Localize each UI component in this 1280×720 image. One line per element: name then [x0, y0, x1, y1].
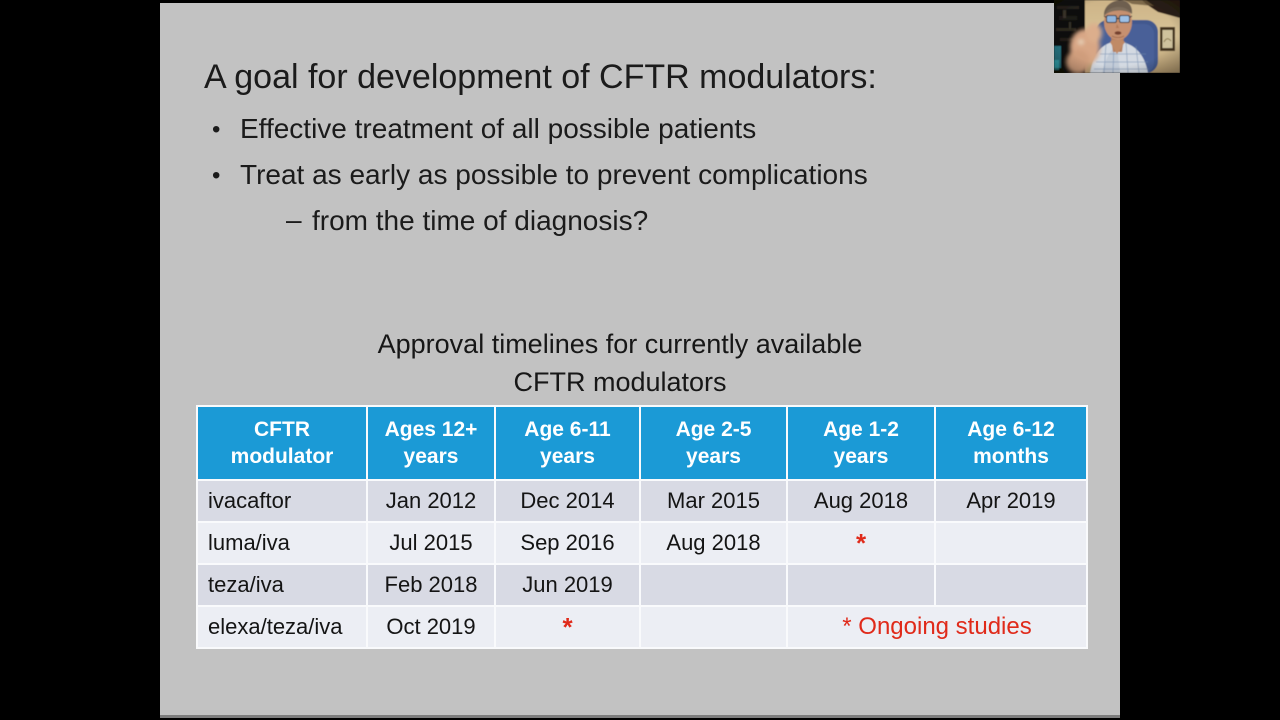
drug-name-cell: ivacaftor — [196, 479, 368, 523]
ongoing-study-asterisk: * — [494, 605, 641, 649]
header-age-1-2: Age 1-2 years — [786, 405, 936, 481]
approval-date-cell — [639, 563, 788, 607]
bullet-marker: • — [212, 162, 221, 189]
ongoing-study-asterisk: * — [786, 521, 936, 565]
bullet-marker: • — [212, 116, 221, 143]
approval-timeline-table: CFTR modulator Ages 12+ years Age 6-11 y… — [196, 405, 1088, 649]
presentation-slide: A goal for development of CFTR modulator… — [160, 3, 1120, 718]
table-header-row: CFTR modulator Ages 12+ years Age 6-11 y… — [196, 405, 1088, 481]
approval-date-cell: Apr 2019 — [934, 479, 1088, 523]
sub-bullet-item: – from the time of diagnosis? — [286, 205, 648, 237]
drug-name-cell: teza/iva — [196, 563, 368, 607]
approval-date-cell: Mar 2015 — [639, 479, 788, 523]
approval-date-cell — [786, 563, 936, 607]
drug-name-cell: elexa/teza/iva — [196, 605, 368, 649]
table-title-line2: CFTR modulators — [513, 367, 727, 397]
header-cftr-modulator: CFTR modulator — [196, 405, 368, 481]
approval-date-cell — [639, 605, 788, 649]
drug-name-cell: luma/iva — [196, 521, 368, 565]
slide-title: A goal for development of CFTR modulator… — [204, 58, 877, 96]
header-age-2-5: Age 2-5 years — [639, 405, 788, 481]
approval-date-cell: Dec 2014 — [494, 479, 641, 523]
table-row-luma-iva: luma/iva Jul 2015 Sep 2016 Aug 2018 * — [196, 521, 1088, 565]
header-ages-12plus: Ages 12+ years — [366, 405, 496, 481]
approval-date-cell — [934, 521, 1088, 565]
approval-date-cell: Feb 2018 — [366, 563, 496, 607]
approval-date-cell: Aug 2018 — [639, 521, 788, 565]
bullet-text: Effective treatment of all possible pati… — [240, 113, 757, 144]
presenter-webcam — [1054, 0, 1180, 73]
table-row-teza-iva: teza/iva Feb 2018 Jun 2019 — [196, 563, 1088, 607]
approval-date-cell: Sep 2016 — [494, 521, 641, 565]
approval-date-cell: Jun 2019 — [494, 563, 641, 607]
approval-date-cell: Oct 2019 — [366, 605, 496, 649]
approval-date-cell: Aug 2018 — [786, 479, 936, 523]
table-title-line1: Approval timelines for currently availab… — [377, 329, 863, 359]
approval-date-cell: Jan 2012 — [366, 479, 496, 523]
table-title: Approval timelines for currently availab… — [160, 325, 1080, 401]
table-row-ivacaftor: ivacaftor Jan 2012 Dec 2014 Mar 2015 Aug… — [196, 479, 1088, 523]
approval-date-cell — [934, 563, 1088, 607]
bullet-item: • Effective treatment of all possible pa… — [212, 113, 756, 147]
sub-bullet-text: from the time of diagnosis? — [312, 205, 649, 236]
webcam-video — [1054, 0, 1180, 73]
bullet-item: • Treat as early as possible to prevent … — [212, 159, 868, 193]
ongoing-studies-footnote: * Ongoing studies — [786, 605, 1088, 649]
bullet-text: Treat as early as possible to prevent co… — [240, 159, 868, 190]
header-age-6-11: Age 6-11 years — [494, 405, 641, 481]
dash-marker: – — [286, 204, 302, 235]
table-row-elexa-teza-iva: elexa/teza/iva Oct 2019 * * Ongoing stud… — [196, 605, 1088, 649]
header-age-6-12mo: Age 6-12 months — [934, 405, 1088, 481]
approval-date-cell: Jul 2015 — [366, 521, 496, 565]
